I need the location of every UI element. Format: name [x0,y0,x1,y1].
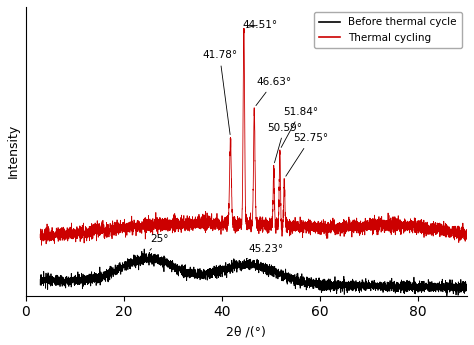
Text: 51.84°: 51.84° [281,107,318,147]
Text: 50.59°: 50.59° [267,122,302,163]
Legend: Before thermal cycle, Thermal cycling: Before thermal cycle, Thermal cycling [314,12,462,48]
Y-axis label: Intensity: Intensity [7,124,20,178]
Text: 25°: 25° [150,234,169,250]
Text: 41.78°: 41.78° [202,50,237,135]
Text: 44.51°: 44.51° [242,20,277,30]
Text: 45.23°: 45.23° [247,244,284,258]
X-axis label: 2θ /(°): 2θ /(°) [227,325,266,338]
Text: 46.63°: 46.63° [256,77,291,106]
Text: 52.75°: 52.75° [286,133,328,176]
